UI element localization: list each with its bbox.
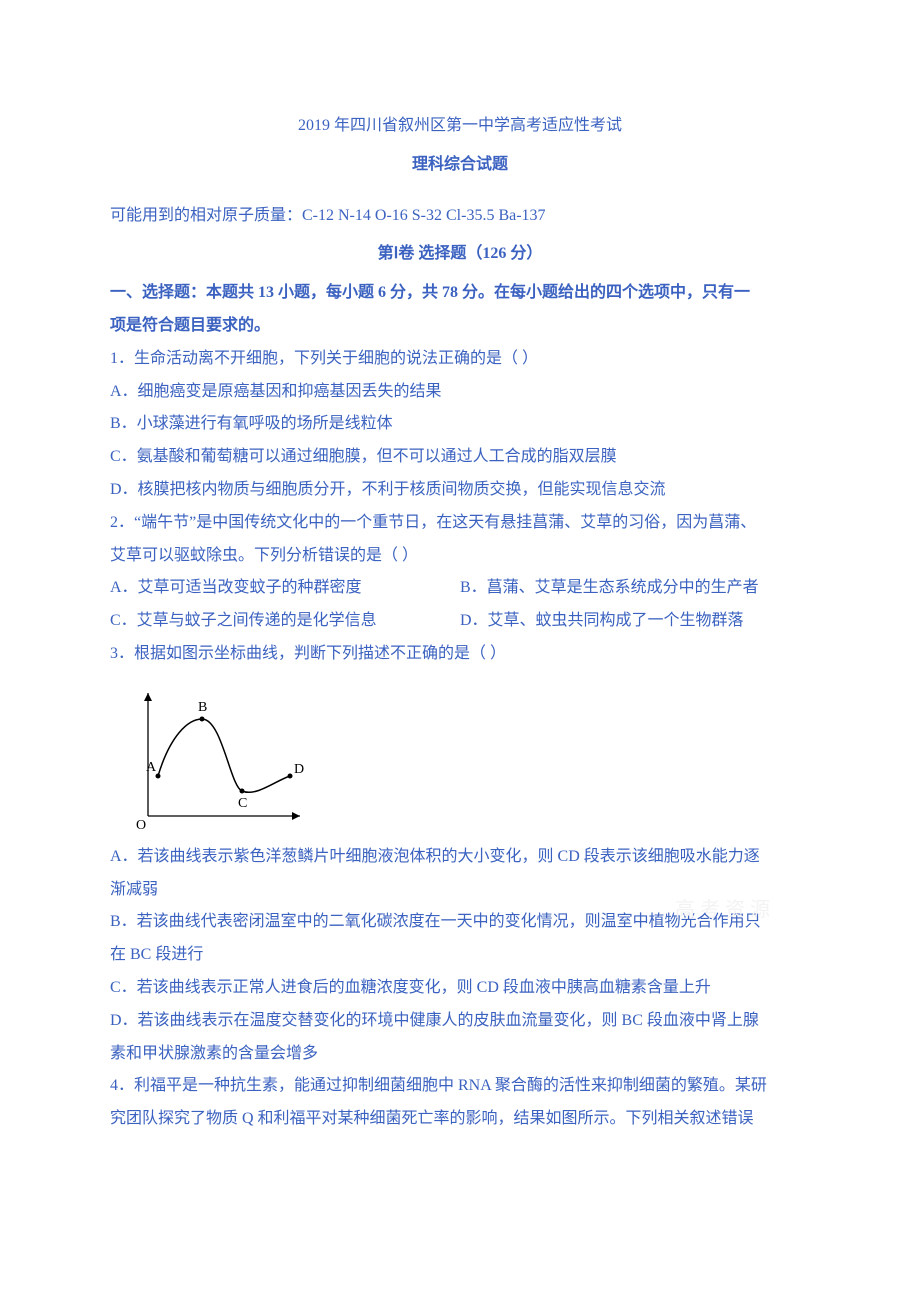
q1-option-c: C．氨基酸和葡萄糖可以通过细胞膜，但不可以通过人工合成的脂双层膜 xyxy=(110,441,810,474)
part-header: 第Ⅰ卷 选择题（126 分） xyxy=(110,238,810,271)
point-b xyxy=(200,716,205,721)
x-axis-arrow xyxy=(292,812,300,820)
q2-option-b: B．菖蒲、艾草是生态系统成分中的生产者 xyxy=(460,572,810,605)
q3-option-d-line1: D．若该曲线表示在温度交替变化的环境中健康人的皮肤血流量变化，则 BC 段血液中… xyxy=(110,1005,810,1038)
q2-option-d: D．艾草、蚊虫共同构成了一个生物群落 xyxy=(460,605,810,638)
q1-option-b: B．小球藻进行有氧呼吸的场所是线粒体 xyxy=(110,408,810,441)
q1-stem: 1．生命活动离不开细胞，下列关于细胞的说法正确的是（ ） xyxy=(110,343,810,376)
q3-option-b-line1: B．若该曲线代表密闭温室中的二氧化碳浓度在一天中的变化情况，则温室中植物光合作用… xyxy=(110,906,810,939)
relative-mass-line: 可能用到的相对原子质量：C-12 N-14 O-16 S-32 Cl-35.5 … xyxy=(110,200,810,233)
point-d xyxy=(288,773,293,778)
section-heading-line1: 一、选择题：本题共 13 小题，每小题 6 分，共 78 分。在每小题给出的四个… xyxy=(110,277,810,310)
curve-path xyxy=(158,719,290,792)
label-d: D xyxy=(294,762,304,777)
label-c: C xyxy=(238,796,247,811)
q2-stem-line1: 2．“端午节”是中国传统文化中的一个重节日，在这天有悬挂菖蒲、艾草的习俗，因为菖… xyxy=(110,507,810,540)
q2-stem-line2: 艾草可以驱蚊除虫。下列分析错误的是（ ） xyxy=(110,540,810,573)
exam-title: 2019 年四川省叙州区第一中学高考适应性考试 xyxy=(110,110,810,143)
q3-figure: O A B C D xyxy=(130,681,810,831)
q2-options-row2: C．艾草与蚊子之间传递的是化学信息 D．艾草、蚊虫共同构成了一个生物群落 xyxy=(110,605,810,638)
q2-option-a: A．艾草可适当改变蚊子的种群密度 xyxy=(110,572,460,605)
point-c xyxy=(240,788,245,793)
q3-option-d-line2: 素和甲状腺激素的含量会增多 xyxy=(110,1038,810,1071)
point-a xyxy=(156,773,161,778)
q2-option-c: C．艾草与蚊子之间传递的是化学信息 xyxy=(110,605,460,638)
q4-stem-line2: 究团队探究了物质 Q 和利福平对某种细菌死亡率的影响，结果如图所示。下列相关叙述… xyxy=(110,1103,810,1136)
q3-stem: 3．根据如图示坐标曲线，判断下列描述不正确的是（ ） xyxy=(110,638,810,671)
q3-option-c: C．若该曲线表示正常人进食后的血糖浓度变化，则 CD 段血液中胰高血糖素含量上升 xyxy=(110,972,810,1005)
q1-option-d: D．核膜把核内物质与细胞质分开，不利于核质间物质交换，但能实现信息交流 xyxy=(110,474,810,507)
exam-subtitle: 理科综合试题 xyxy=(110,149,810,182)
exam-page: 2019 年四川省叙州区第一中学高考适应性考试 理科综合试题 可能用到的相对原子… xyxy=(0,0,920,1196)
label-b: B xyxy=(198,700,207,715)
q3-option-b-line2: 在 BC 段进行 xyxy=(110,939,810,972)
q3-option-a-line2: 渐减弱 xyxy=(110,874,810,907)
curve-svg: O A B C D xyxy=(130,681,310,831)
label-o: O xyxy=(136,818,146,831)
q4-stem-line1: 4．利福平是一种抗生素，能通过抑制细菌细胞中 RNA 聚合酶的活性来抑制细菌的繁… xyxy=(110,1070,810,1103)
q2-options-row1: A．艾草可适当改变蚊子的种群密度 B．菖蒲、艾草是生态系统成分中的生产者 xyxy=(110,572,810,605)
q1-option-a: A．细胞癌变是原癌基因和抑癌基因丢失的结果 xyxy=(110,376,810,409)
q3-option-a-line1: A．若该曲线表示紫色洋葱鳞片叶细胞液泡体积的大小变化，则 CD 段表示该细胞吸水… xyxy=(110,841,810,874)
y-axis-arrow xyxy=(144,693,152,701)
label-a: A xyxy=(146,760,157,775)
section-heading-line2: 项是符合题目要求的。 xyxy=(110,310,810,343)
